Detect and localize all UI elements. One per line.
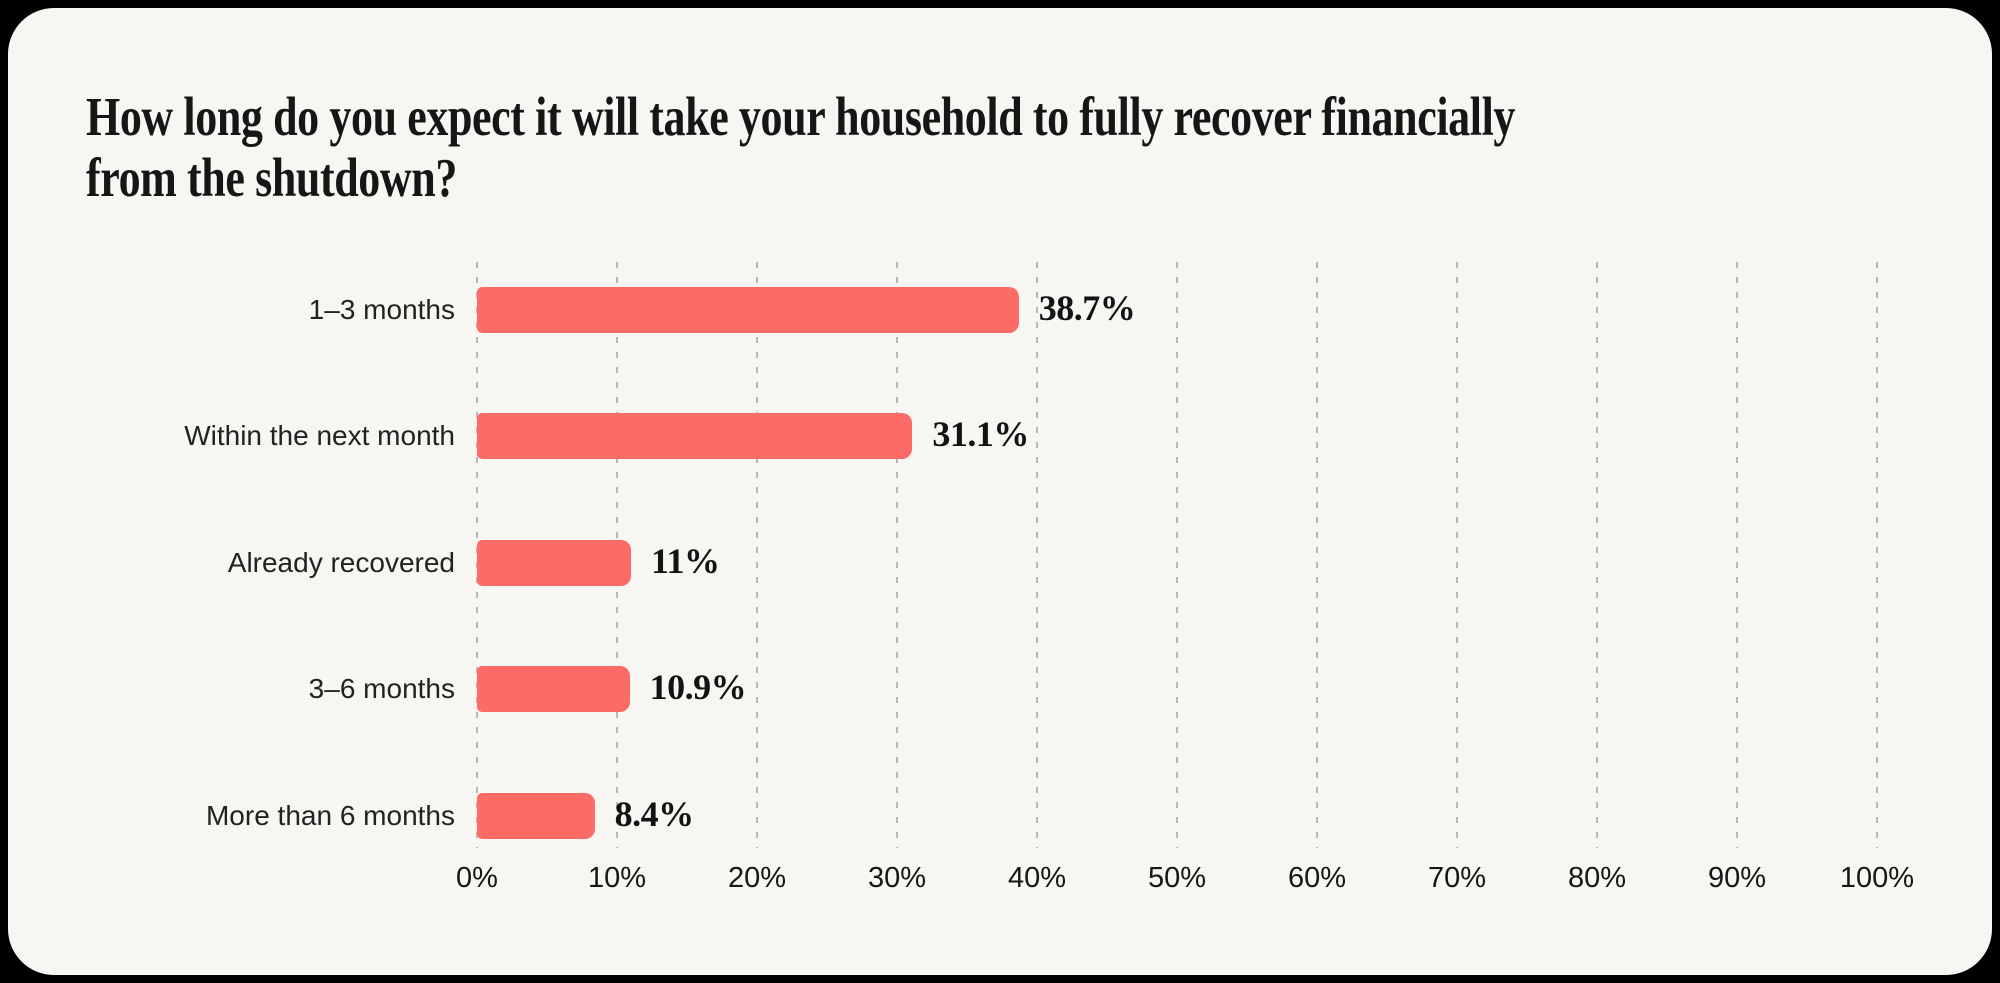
x-axis-tick-label: 40% <box>1007 862 1067 894</box>
bar <box>477 286 1019 333</box>
value-label: 38.7% <box>1038 287 1136 328</box>
category-label: 3–6 months <box>308 673 455 704</box>
value-label: 11% <box>651 540 720 581</box>
x-axis-tick-label: 100% <box>1839 862 1915 894</box>
gridline <box>896 262 898 848</box>
value-label: 10.9% <box>649 667 747 707</box>
x-axis-tick-label: 30% <box>867 862 927 894</box>
x-axis-tick-label: 0% <box>456 862 498 894</box>
x-axis-tick-label: 70% <box>1427 862 1487 894</box>
gridline <box>756 262 758 848</box>
gridline <box>1596 262 1598 848</box>
x-axis-tick-label: 20% <box>727 862 787 894</box>
category-label: Already recovered <box>227 546 455 578</box>
bar-chart-plot-area: 0% 10% 20% 30% 40% 50% 60% 70% 80% 90% 100% 1–3 mon… <box>184 262 1914 894</box>
bar <box>477 666 630 712</box>
bar <box>477 792 595 839</box>
bar <box>477 539 631 586</box>
chart-title-line1: How long do you expect it will take your… <box>86 86 1515 147</box>
x-axis-tick-label: 90% <box>1707 862 1767 894</box>
category-label: More than 6 months <box>205 799 455 831</box>
x-axis-tick-label: 80% <box>1567 862 1627 894</box>
value-label: 31.1% <box>932 414 1029 454</box>
chart-card: How long do you expect it will take your… <box>8 8 1992 975</box>
gridline <box>1456 262 1458 848</box>
value-label: 8.4% <box>614 793 695 834</box>
gridline <box>1876 262 1878 848</box>
x-axis-tick-label: 10% <box>587 862 647 894</box>
gridline <box>1176 262 1178 848</box>
chart-title: How long do you expect it will take your… <box>86 86 1515 208</box>
category-label: 1–3 months <box>308 293 455 325</box>
gridline <box>1036 262 1038 848</box>
x-axis-tick-label: 50% <box>1147 862 1207 894</box>
bar <box>477 413 913 459</box>
gridline <box>1736 262 1738 848</box>
gridline <box>1316 262 1318 848</box>
chart-title-line2: from the shutdown? <box>86 147 457 208</box>
x-axis-tick-label: 60% <box>1287 862 1347 894</box>
category-label: Within the next month <box>184 420 455 451</box>
